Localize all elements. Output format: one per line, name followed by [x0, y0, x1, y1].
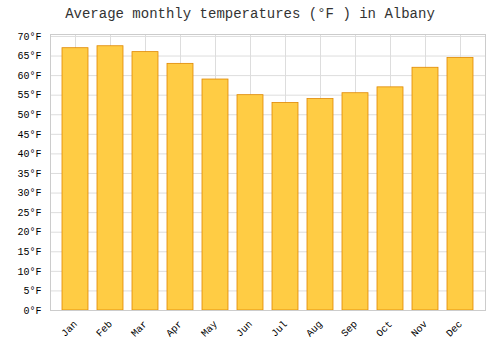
svg-text:30°F: 30°F — [17, 188, 41, 199]
svg-text:Oct: Oct — [374, 319, 395, 340]
svg-text:10°F: 10°F — [17, 267, 41, 278]
svg-text:45°F: 45°F — [17, 130, 41, 141]
svg-text:Jan: Jan — [59, 319, 80, 340]
svg-text:60°F: 60°F — [17, 71, 41, 82]
svg-text:5°F: 5°F — [23, 286, 41, 297]
svg-text:20°F: 20°F — [17, 227, 41, 238]
svg-text:May: May — [199, 319, 220, 340]
svg-text:Feb: Feb — [94, 319, 115, 340]
svg-text:50°F: 50°F — [17, 110, 41, 121]
html-text:Average monthly temperatures (: Average monthly temperatures (°F ) in Al… — [65, 6, 435, 22]
svg-text:70°F: 70°F — [17, 32, 41, 43]
svg-text:65°F: 65°F — [17, 51, 41, 62]
svg-text:35°F: 35°F — [17, 169, 41, 180]
svg-text:Aug: Aug — [304, 319, 325, 340]
svg-text:Dec: Dec — [444, 319, 465, 340]
svg-text:Mar: Mar — [129, 319, 150, 340]
svg-text:Sep: Sep — [339, 319, 360, 340]
svg-text:25°F: 25°F — [17, 208, 41, 219]
svg-text:Nov: Nov — [409, 319, 430, 340]
svg-text:Apr: Apr — [164, 319, 185, 340]
svg-text:0°F: 0°F — [23, 306, 41, 317]
svg-text:55°F: 55°F — [17, 90, 41, 101]
svg-text:Jul: Jul — [269, 319, 290, 340]
svg-text:Jun: Jun — [234, 319, 255, 340]
svg-text:15°F: 15°F — [17, 247, 41, 258]
svg-text:40°F: 40°F — [17, 149, 41, 160]
